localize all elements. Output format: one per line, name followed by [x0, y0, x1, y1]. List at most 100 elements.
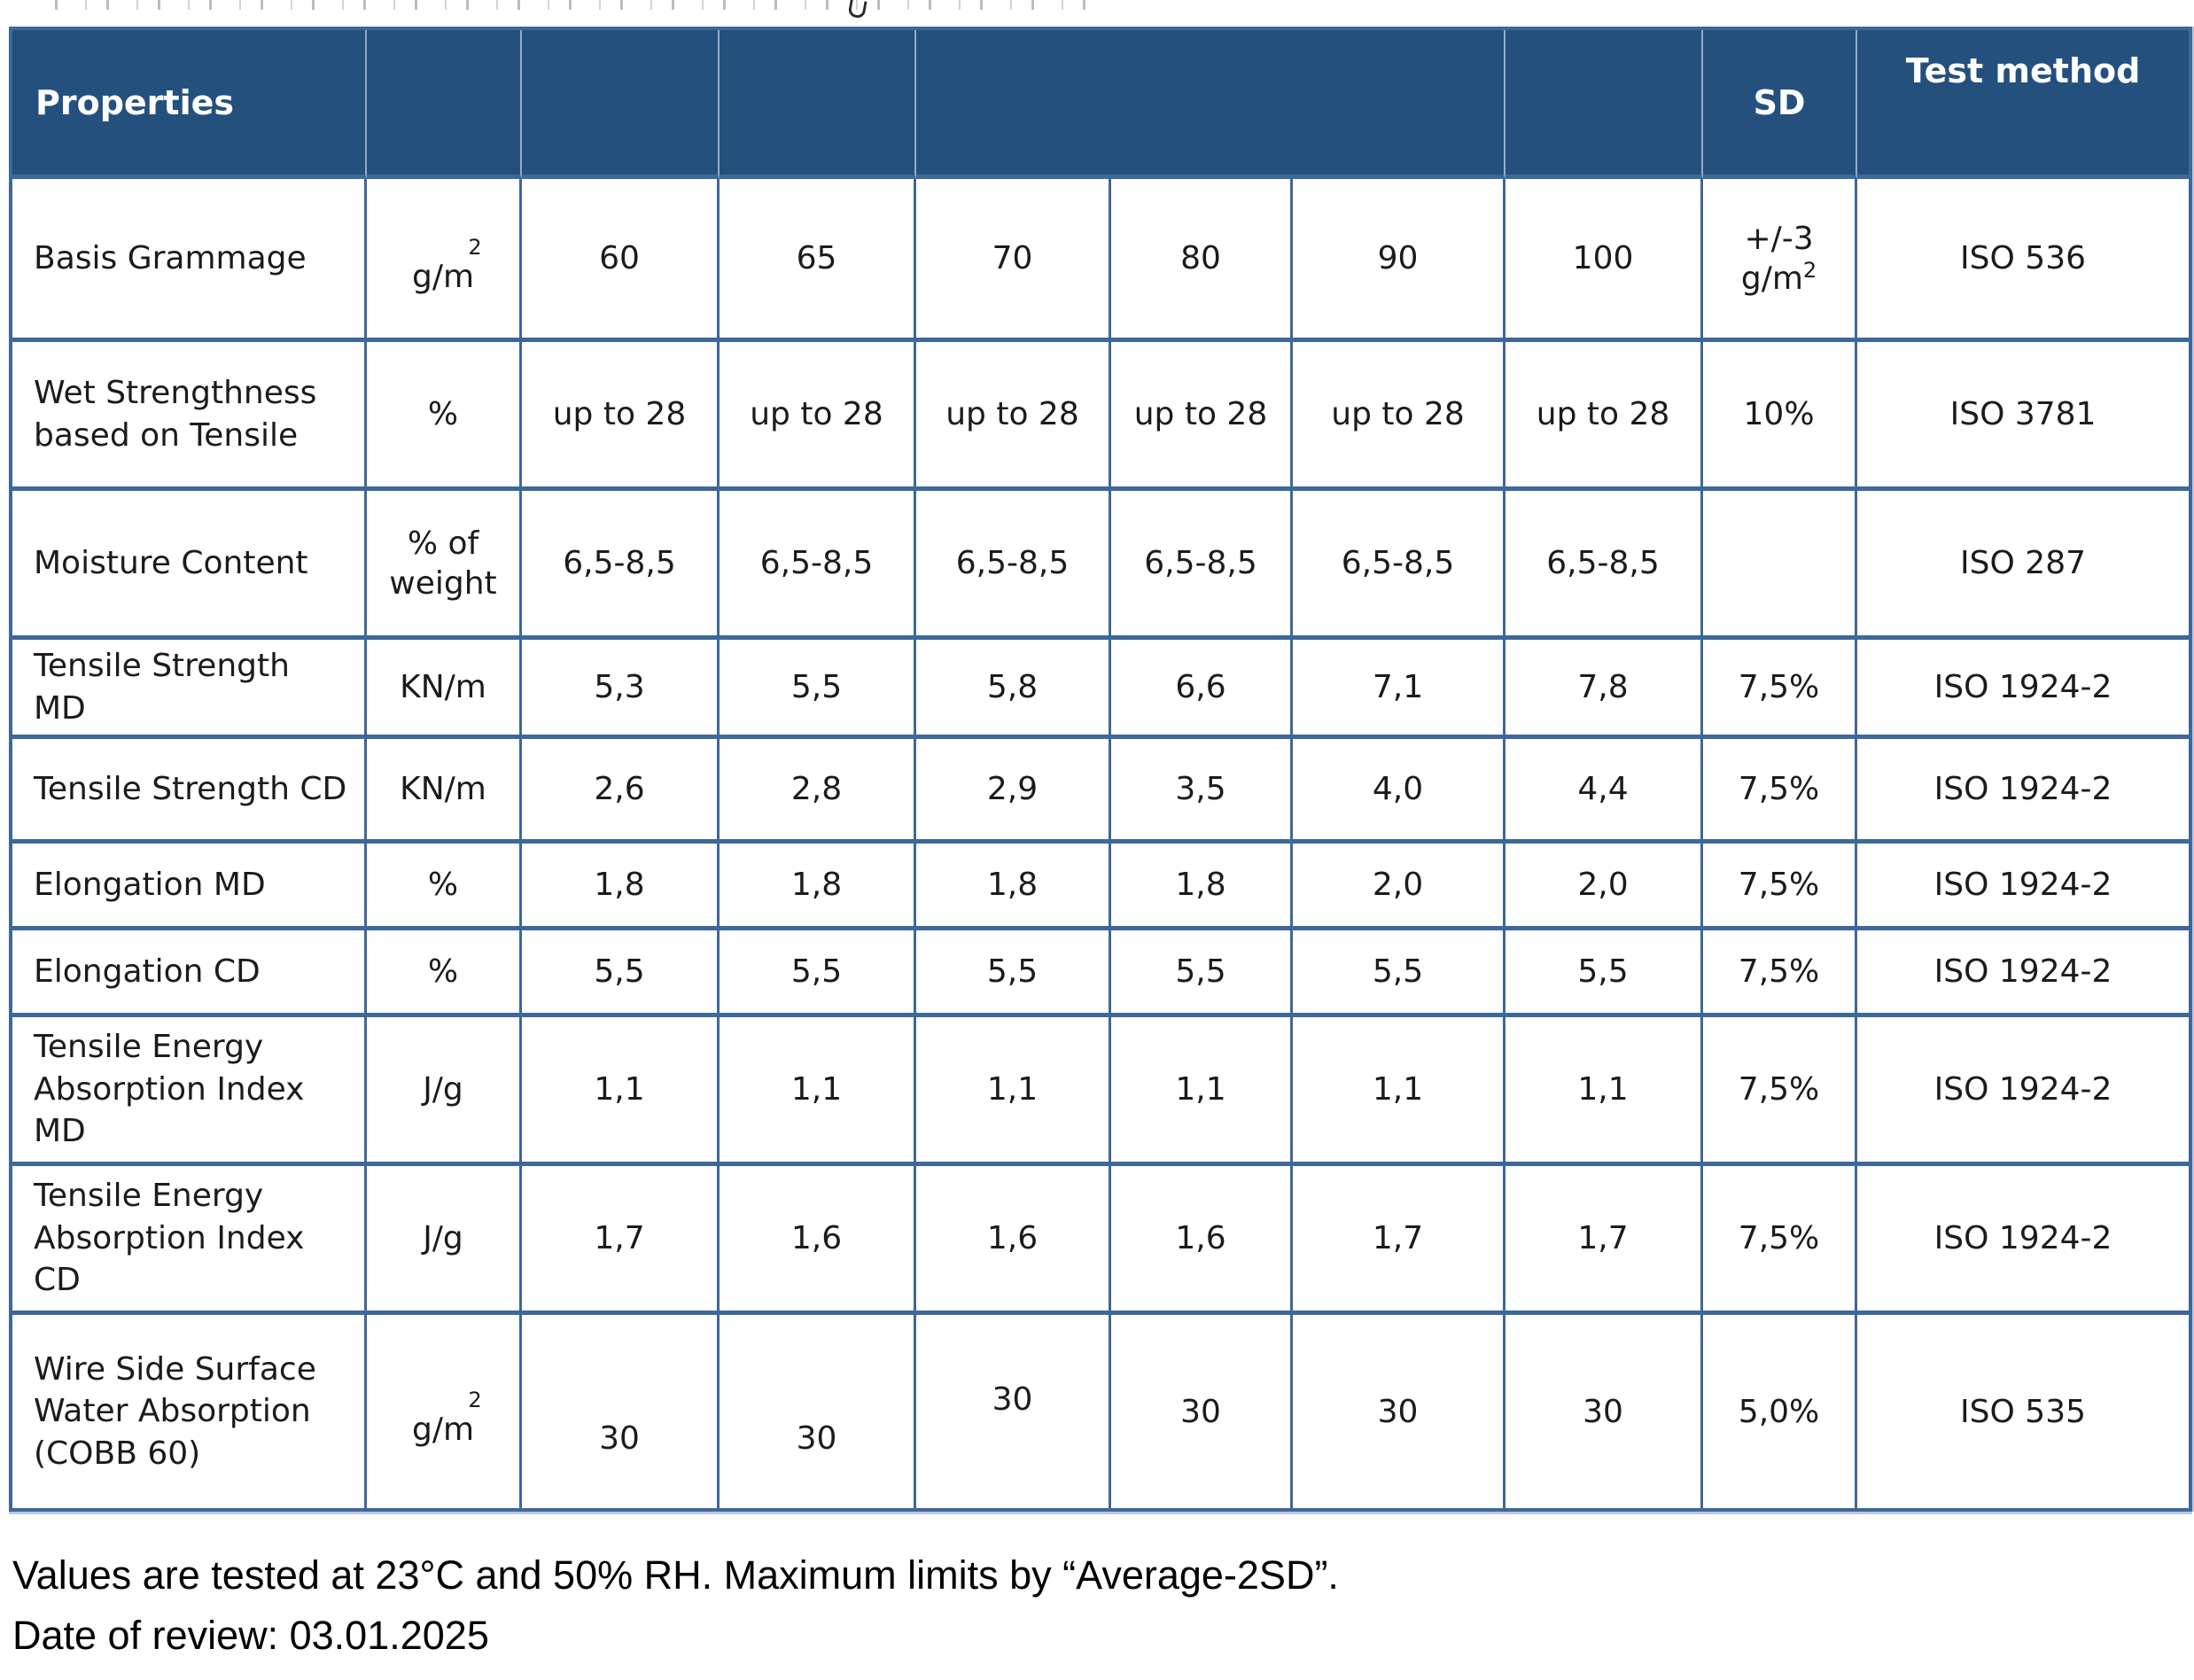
- value-cell: 1,1: [720, 1017, 916, 1167]
- value-cell: 1,1: [1293, 1017, 1506, 1167]
- value-cell: 80: [1111, 179, 1293, 342]
- clipped-text-artifact: [55, 0, 1101, 10]
- test-method-cell: ISO 1924-2: [1857, 1017, 2190, 1167]
- value-cell: 1,6: [1111, 1166, 1293, 1316]
- value-cell: 6,5-8,5: [1111, 491, 1293, 640]
- header-sd: SD: [1703, 30, 1858, 179]
- property-cell: Elongation CD: [12, 930, 367, 1018]
- value-cell: 30: [522, 1315, 720, 1509]
- property-cell: Tensile Energy Absorption Index MD: [12, 1017, 367, 1167]
- value-cell: up to 28: [522, 342, 720, 491]
- value-cell: 1,6: [720, 1166, 916, 1316]
- test-method-cell: ISO 1924-2: [1857, 844, 2190, 931]
- header-row: Properties SD Test method: [12, 30, 2190, 179]
- value-cell: up to 28: [1111, 342, 1293, 491]
- value-cell: 30: [1505, 1315, 1704, 1509]
- value-cell: 5,5: [916, 930, 1111, 1018]
- test-method-cell: ISO 535: [1857, 1315, 2190, 1509]
- value-cell: 1,1: [1505, 1017, 1704, 1167]
- property-cell: Wire Side Surface Water Absorption (COBB…: [12, 1315, 367, 1509]
- table-row-elongation-md: Elongation MD % 1,8 1,8 1,8 1,8 2,0 2,0 …: [12, 844, 2190, 931]
- header-empty-col2: [720, 30, 916, 179]
- test-method-cell: ISO 1924-2: [1857, 930, 2190, 1018]
- sd-cell: 7,5%: [1703, 640, 1858, 740]
- clipped-text-descender: [847, 0, 867, 19]
- value-cell: 90: [1293, 179, 1506, 342]
- value-cell: 7,8: [1505, 640, 1704, 740]
- value-cell: 5,5: [522, 930, 720, 1018]
- table-row-basis-grammage: Basis Grammage 2 g/m 60 65 70 80 90 100 +…: [12, 179, 2190, 342]
- table-row-wet-strength: Wet Strengthness based on Tensile % up t…: [12, 342, 2190, 491]
- value-cell: 5,3: [522, 640, 720, 740]
- property-cell: Elongation MD: [12, 844, 367, 931]
- unit-cell: %: [367, 844, 522, 931]
- value-cell: 6,5-8,5: [720, 491, 916, 640]
- footer-date-of-review: Date of review: 03.01.2025: [12, 1612, 489, 1658]
- footer-test-conditions: Values are tested at 23°C and 50% RH. Ma…: [12, 1552, 1339, 1598]
- value-cell: 65: [720, 179, 916, 342]
- unit-cell: % of weight: [367, 491, 522, 640]
- test-method-cell: ISO 1924-2: [1857, 739, 2190, 844]
- value-cell: up to 28: [720, 342, 916, 491]
- value-cell: 6,5-8,5: [1293, 491, 1506, 640]
- footer-notes: Values are tested at 23°C and 50% RH. Ma…: [12, 1545, 1339, 1665]
- header-empty-col1: [522, 30, 720, 179]
- header-properties: Properties: [12, 30, 367, 179]
- sd-cell: 7,5%: [1703, 1166, 1858, 1316]
- value-cell: 3,5: [1111, 739, 1293, 844]
- test-method-cell: ISO 287: [1857, 491, 2190, 640]
- property-cell: Tensile Strength CD: [12, 739, 367, 844]
- sd-cell: [1703, 491, 1858, 640]
- unit-cell: %: [367, 930, 522, 1018]
- value-cell: 6,5-8,5: [522, 491, 720, 640]
- table-row-cobb: Wire Side Surface Water Absorption (COBB…: [12, 1315, 2190, 1509]
- value-cell: 30: [916, 1315, 1111, 1509]
- unit-cell: 2 g/m: [367, 179, 522, 342]
- table-row-tensile-strength-md: Tensile Strength MD KN/m 5,3 5,5 5,8 6,6…: [12, 640, 2190, 740]
- superscript: 2: [468, 1388, 482, 1413]
- header-empty-col6: [1505, 30, 1704, 179]
- value-cell: 4,0: [1293, 739, 1506, 844]
- value-cell: 1,1: [1111, 1017, 1293, 1167]
- value-cell: 2,0: [1293, 844, 1506, 931]
- test-method-cell: ISO 3781: [1857, 342, 2190, 491]
- property-cell: Moisture Content: [12, 491, 367, 640]
- value-cell: 5,5: [720, 930, 916, 1018]
- table-row-tea-index-md: Tensile Energy Absorption Index MD J/g 1…: [12, 1017, 2190, 1167]
- table-row-tea-index-cd: Tensile Energy Absorption Index CD J/g 1…: [12, 1166, 2190, 1316]
- property-cell: Tensile Strength MD: [12, 640, 367, 740]
- sd-cell: 5,0%: [1703, 1315, 1858, 1509]
- value-cell: 1,8: [1111, 844, 1293, 931]
- value-cell: 6,5-8,5: [916, 491, 1111, 640]
- value-cell: 30: [1111, 1315, 1293, 1509]
- value-cell: 5,5: [1505, 930, 1704, 1018]
- value-cell: 1,7: [1293, 1166, 1506, 1316]
- value-cell: 2,6: [522, 739, 720, 844]
- superscript: 2: [468, 234, 482, 260]
- value-cell: 1,7: [1505, 1166, 1704, 1316]
- value-cell: 6,6: [1111, 640, 1293, 740]
- value-cell: 30: [1293, 1315, 1506, 1509]
- header-empty-merged: [916, 30, 1506, 179]
- property-cell: Wet Strengthness based on Tensile: [12, 342, 367, 491]
- value-cell: 5,5: [1293, 930, 1506, 1018]
- unit-cell: 2 g/m: [367, 1315, 522, 1509]
- value-cell: 1,6: [916, 1166, 1111, 1316]
- value-cell: up to 28: [1505, 342, 1704, 491]
- table-row-moisture-content: Moisture Content % of weight 6,5-8,5 6,5…: [12, 491, 2190, 640]
- sd-cell: 10%: [1703, 342, 1858, 491]
- value-cell: up to 28: [916, 342, 1111, 491]
- table-row-tensile-strength-cd: Tensile Strength CD KN/m 2,6 2,8 2,9 3,5…: [12, 739, 2190, 844]
- value-cell: 2,0: [1505, 844, 1704, 931]
- value-cell: 30: [720, 1315, 916, 1509]
- sd-cell: 7,5%: [1703, 739, 1858, 844]
- value-cell: 1,8: [720, 844, 916, 931]
- value-cell: 2,8: [720, 739, 916, 844]
- unit-cell: J/g: [367, 1017, 522, 1167]
- test-method-cell: ISO 1924-2: [1857, 1166, 2190, 1316]
- sd-cell: 7,5%: [1703, 844, 1858, 931]
- value-cell: 7,1: [1293, 640, 1506, 740]
- unit-cell: KN/m: [367, 739, 522, 844]
- unit-cell: J/g: [367, 1166, 522, 1316]
